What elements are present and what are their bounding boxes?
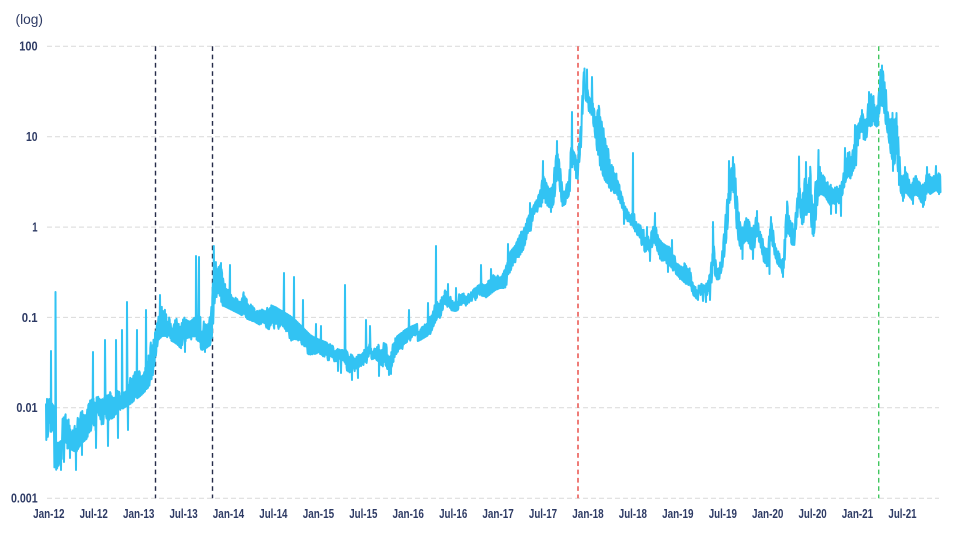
svg-text:Jan-14: Jan-14 <box>213 507 244 521</box>
svg-text:Jan-18: Jan-18 <box>572 507 603 521</box>
svg-text:Jan-12: Jan-12 <box>33 507 64 521</box>
svg-text:Jul-19: Jul-19 <box>709 507 737 521</box>
svg-text:Jan-13: Jan-13 <box>123 507 154 521</box>
svg-text:Jul-12: Jul-12 <box>80 507 108 521</box>
svg-text:Jan-21: Jan-21 <box>842 507 873 521</box>
svg-text:Jan-19: Jan-19 <box>662 507 693 521</box>
svg-text:0.001: 0.001 <box>11 492 38 506</box>
svg-text:0.01: 0.01 <box>16 401 37 415</box>
svg-text:Jul-13: Jul-13 <box>170 507 198 521</box>
svg-text:1: 1 <box>32 221 37 235</box>
svg-text:Jan-17: Jan-17 <box>482 507 513 521</box>
svg-text:10: 10 <box>26 130 38 144</box>
svg-text:Jul-18: Jul-18 <box>619 507 647 521</box>
svg-text:100: 100 <box>19 40 37 54</box>
svg-text:Jul-14: Jul-14 <box>259 507 287 521</box>
svg-text:Jan-20: Jan-20 <box>752 507 783 521</box>
svg-text:Jan-16: Jan-16 <box>393 507 424 521</box>
svg-text:Jul-20: Jul-20 <box>799 507 827 521</box>
svg-text:Jul-21: Jul-21 <box>888 507 916 521</box>
svg-text:Jul-16: Jul-16 <box>439 507 467 521</box>
svg-text:Jul-17: Jul-17 <box>529 507 557 521</box>
svg-text:Jul-15: Jul-15 <box>349 507 377 521</box>
svg-text:(log): (log) <box>16 11 44 27</box>
svg-text:0.1: 0.1 <box>22 311 38 325</box>
svg-text:Jan-15: Jan-15 <box>303 507 334 521</box>
